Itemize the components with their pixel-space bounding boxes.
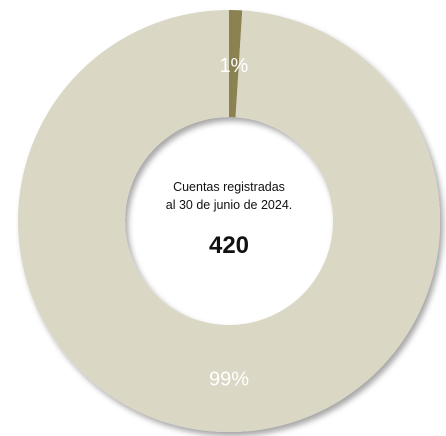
donut-slices — [17, 10, 441, 432]
center-caption-line-1: Cuentas registradas — [173, 180, 285, 194]
slice-labels: 1% 99% — [209, 55, 249, 390]
donut-slice-0 — [229, 10, 243, 118]
center-caption-line-2: al 30 de junio de 2024. — [166, 198, 293, 212]
slice-label-1: 99% — [209, 369, 249, 391]
donut-slice-1 — [17, 10, 441, 432]
slice-label-0: 1% — [219, 55, 248, 77]
center-total-value: 420 — [209, 232, 249, 259]
